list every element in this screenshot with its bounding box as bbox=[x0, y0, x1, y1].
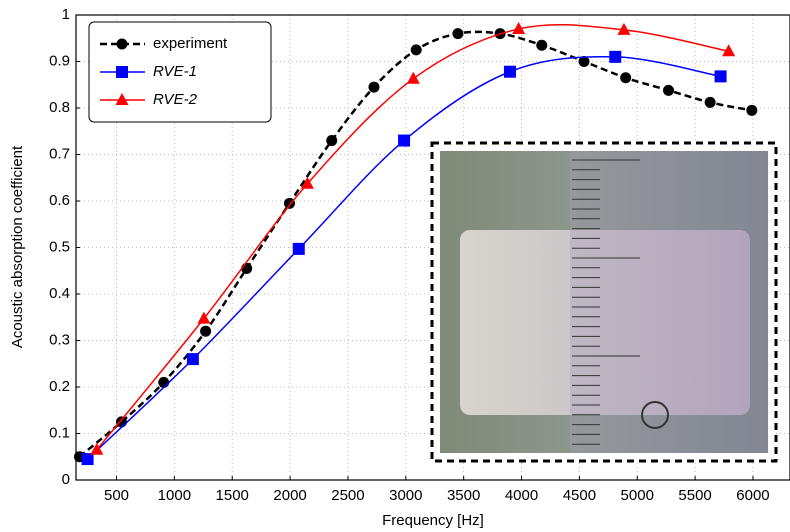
y-tick-label: 1 bbox=[62, 6, 70, 23]
x-tick-label: 1500 bbox=[216, 487, 249, 504]
point bbox=[714, 70, 727, 83]
y-axis-label: Acoustic absorption coefficient bbox=[9, 145, 26, 348]
series-line bbox=[78, 30, 753, 458]
point bbox=[503, 65, 516, 78]
y-tick-label: 0 bbox=[62, 471, 70, 488]
point bbox=[722, 44, 736, 57]
legend-label: experiment bbox=[153, 35, 228, 52]
point bbox=[406, 71, 420, 84]
x-axis-label: Frequency [Hz] bbox=[382, 512, 484, 529]
y-tick-label: 0.9 bbox=[49, 52, 70, 69]
y-tick-label: 0.6 bbox=[49, 192, 70, 209]
y-tick-label: 0.4 bbox=[49, 285, 70, 302]
point bbox=[452, 28, 464, 40]
point bbox=[115, 416, 127, 428]
point bbox=[398, 134, 411, 147]
point bbox=[292, 242, 305, 255]
x-tick-label: 4000 bbox=[505, 487, 538, 504]
legend: experiment RVE-1 RVE-2 bbox=[88, 21, 272, 123]
point bbox=[512, 21, 526, 34]
x-tick-label: 3500 bbox=[447, 487, 480, 504]
point bbox=[284, 197, 296, 209]
x-tick-label: 2500 bbox=[331, 487, 364, 504]
point bbox=[617, 22, 631, 35]
point bbox=[115, 93, 129, 105]
point bbox=[746, 104, 758, 116]
y-tick-label: 0.1 bbox=[49, 424, 70, 441]
x-tick-label: 2000 bbox=[273, 487, 306, 504]
y-tick-label: 0.8 bbox=[49, 99, 70, 116]
plot-frame bbox=[75, 14, 790, 481]
point bbox=[158, 376, 170, 388]
x-tick-label: 5000 bbox=[621, 487, 654, 504]
y-tick-label: 0.2 bbox=[49, 378, 70, 395]
point bbox=[186, 353, 199, 366]
point bbox=[197, 311, 211, 324]
point bbox=[300, 176, 314, 189]
x-tick-label: 4500 bbox=[563, 487, 596, 504]
x-tick-label: 3000 bbox=[389, 487, 422, 504]
x-tick-label: 6000 bbox=[736, 487, 769, 504]
point bbox=[609, 50, 622, 63]
x-tick-label: 5500 bbox=[678, 487, 711, 504]
point bbox=[200, 325, 212, 337]
legend-label: RVE-2 bbox=[153, 91, 198, 108]
x-tick-label: 500 bbox=[104, 487, 129, 504]
point bbox=[116, 38, 128, 50]
y-tick-label: 0.5 bbox=[49, 238, 70, 255]
point bbox=[368, 81, 380, 93]
point bbox=[90, 442, 104, 455]
y-tick-label: 0.3 bbox=[49, 331, 70, 348]
point bbox=[620, 72, 632, 84]
legend-label: RVE-1 bbox=[153, 63, 197, 80]
point bbox=[704, 96, 716, 108]
x-tick-label: 1000 bbox=[158, 487, 191, 504]
inset-photo bbox=[430, 141, 778, 463]
point bbox=[536, 39, 548, 51]
point bbox=[241, 262, 253, 274]
point bbox=[410, 44, 422, 56]
y-tick-label: 0.7 bbox=[49, 145, 70, 162]
point bbox=[578, 56, 590, 67]
point bbox=[662, 84, 674, 96]
point bbox=[81, 453, 94, 466]
point bbox=[116, 66, 128, 78]
point bbox=[326, 135, 338, 147]
